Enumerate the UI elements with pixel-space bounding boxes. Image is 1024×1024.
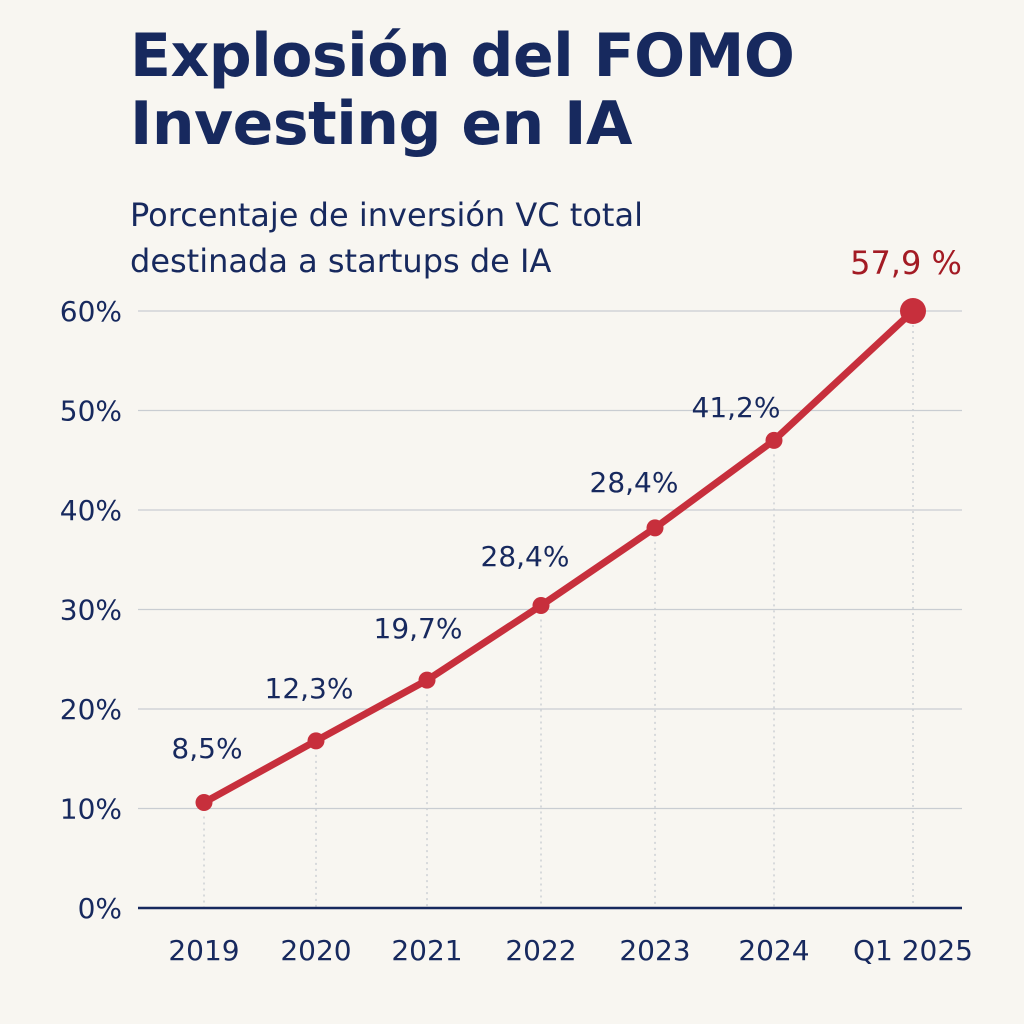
y-tick-label: 50% xyxy=(60,395,122,428)
data-label: 12,3% xyxy=(265,672,354,705)
data-point xyxy=(307,732,325,750)
data-label: 28,4% xyxy=(590,466,679,499)
data-point xyxy=(765,431,783,449)
data-point xyxy=(418,671,436,689)
x-tick-label: 2021 xyxy=(391,934,462,967)
x-tick-label: 2023 xyxy=(619,934,690,967)
data-label: 41,2% xyxy=(692,391,781,424)
data-label: 8,5% xyxy=(171,732,242,765)
data-point xyxy=(532,597,550,615)
x-tick-label: 2022 xyxy=(505,934,576,967)
y-tick-label: 10% xyxy=(60,793,122,826)
chart-subtitle: Porcentaje de inversión VC total destina… xyxy=(130,196,643,280)
x-tick-label: 2020 xyxy=(280,934,351,967)
y-tick-label: 20% xyxy=(60,693,122,726)
y-tick-label: 0% xyxy=(78,892,122,925)
y-tick-label: 40% xyxy=(60,494,122,527)
data-label: 19,7% xyxy=(374,612,463,645)
y-tick-label: 60% xyxy=(60,295,122,328)
data-point-highlight xyxy=(900,298,926,324)
data-label: 28,4% xyxy=(481,540,570,573)
x-tick-label: 2019 xyxy=(168,934,239,967)
data-point xyxy=(646,519,664,537)
y-tick-label: 30% xyxy=(60,594,122,627)
chart-title: Explosión del FOMO Investing en IA xyxy=(130,21,795,159)
x-tick-label: Q1 2025 xyxy=(853,934,973,967)
data-label: 57,9 % xyxy=(850,244,962,282)
x-tick-label: 2024 xyxy=(738,934,809,967)
data-point xyxy=(195,794,213,812)
